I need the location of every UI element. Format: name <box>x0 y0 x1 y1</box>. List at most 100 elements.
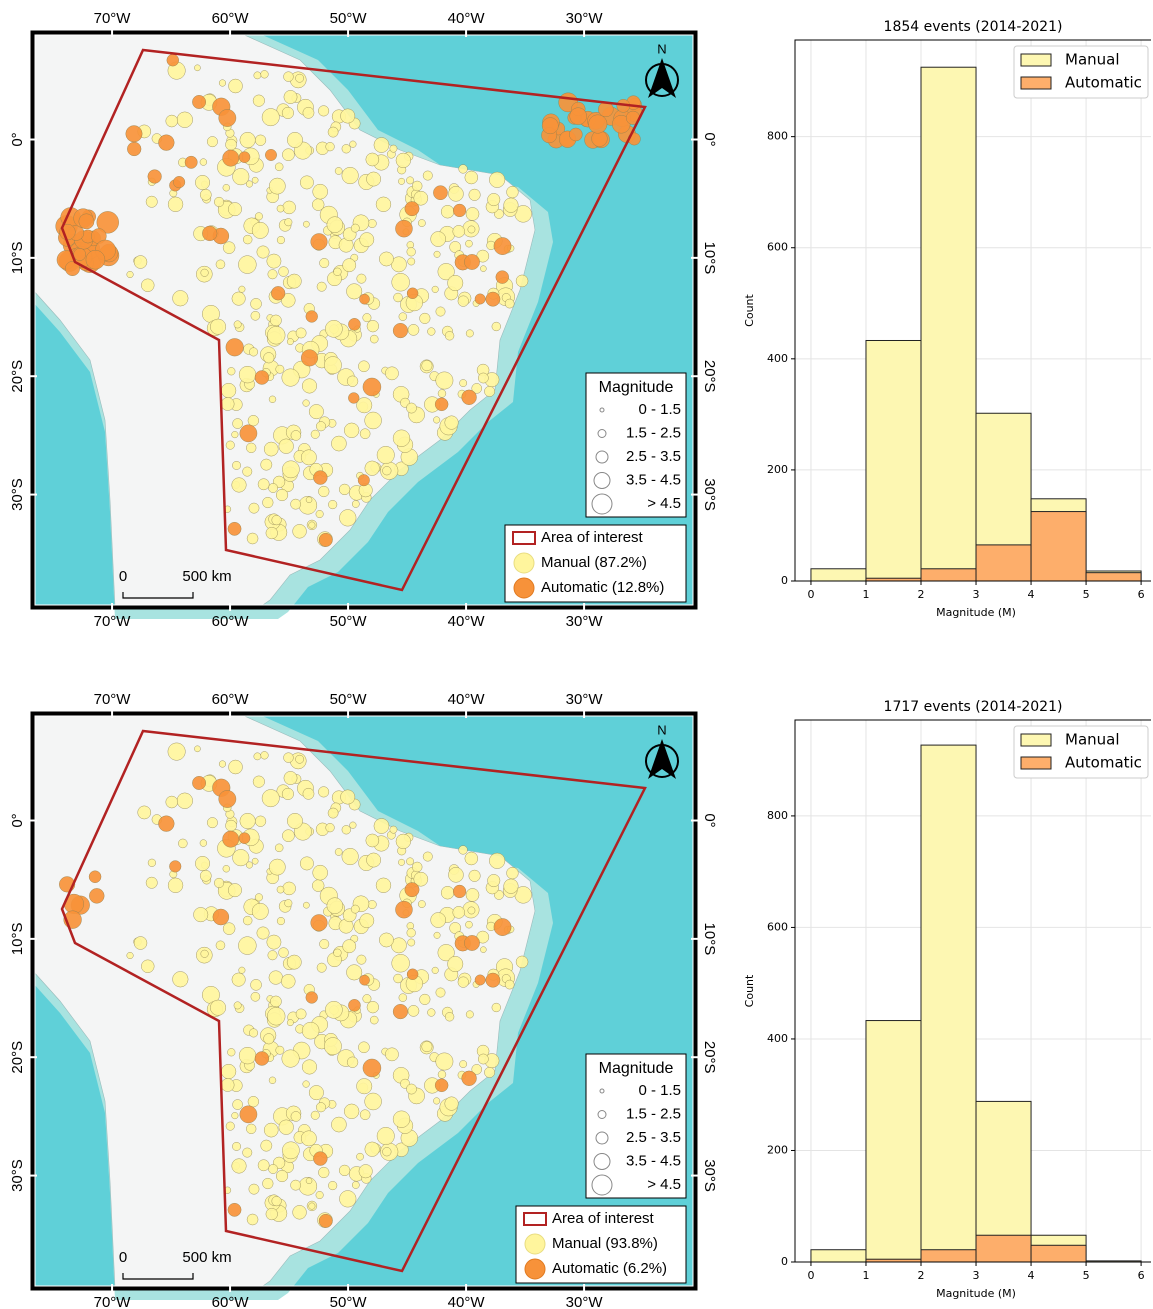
event-dot <box>137 805 152 820</box>
event-dot <box>465 239 473 248</box>
event-dot <box>228 759 243 775</box>
event-dot <box>340 108 356 124</box>
event-dot <box>158 815 175 832</box>
event-dot <box>413 190 429 206</box>
event-dot <box>184 155 198 169</box>
event-dot <box>220 1078 235 1092</box>
legend-swatch <box>1020 76 1052 90</box>
event-dot <box>266 934 282 950</box>
event-dot <box>252 775 265 788</box>
event-dot <box>395 900 413 919</box>
event-dot <box>260 751 269 760</box>
legend-swatch <box>513 577 535 599</box>
legend-size-marker <box>599 407 605 413</box>
event-dot <box>352 1181 360 1189</box>
event-dot <box>295 754 304 764</box>
event-dot <box>301 378 317 394</box>
event-dot <box>251 857 259 865</box>
x-tick-label: 6 <box>1138 588 1145 601</box>
event-dot <box>346 283 363 300</box>
event-dot <box>407 1005 420 1017</box>
event-dot <box>427 327 436 336</box>
event-dot <box>290 498 301 510</box>
event-dot <box>238 151 251 163</box>
event-dot <box>569 107 587 125</box>
event-dot <box>270 314 282 327</box>
event-dot <box>310 1110 320 1120</box>
event-dot <box>194 745 201 753</box>
event-dot <box>218 79 226 87</box>
event-dot <box>541 117 559 135</box>
legend-size-marker <box>597 429 607 438</box>
event-dot <box>96 211 119 234</box>
event-dot <box>398 177 405 185</box>
event-dot <box>437 1070 447 1079</box>
event-dot <box>362 377 382 397</box>
event-dot <box>249 347 259 357</box>
x-tick-label: 70°W <box>94 10 132 27</box>
event-dot <box>268 970 283 985</box>
event-dot <box>318 786 330 798</box>
event-dot <box>342 258 357 273</box>
event-dot <box>341 144 351 154</box>
event-dot <box>221 383 237 399</box>
event-dot <box>389 825 398 834</box>
event-dot <box>282 200 296 215</box>
event-dot <box>263 352 275 364</box>
x-tick-label: 3 <box>973 1269 980 1282</box>
event-dot <box>286 273 302 289</box>
event-dot <box>359 974 370 986</box>
event-dot <box>382 1147 392 1157</box>
event-dot <box>231 477 247 493</box>
event-dot <box>356 1078 373 1095</box>
event-dot <box>342 939 357 954</box>
event-dot <box>126 952 134 959</box>
event-dot <box>225 440 235 450</box>
x-tick-label: 30°W <box>566 613 604 630</box>
map-frame <box>30 711 698 1291</box>
scale-bar <box>122 1273 194 1280</box>
event-dot <box>346 964 363 981</box>
event-dot <box>339 509 357 527</box>
event-dot <box>299 856 314 871</box>
event-dot <box>231 291 246 306</box>
event-dot <box>267 950 278 961</box>
area-of-interest <box>60 729 647 1273</box>
event-dot <box>239 132 256 149</box>
event-dot <box>364 1092 382 1111</box>
event-dot <box>225 819 237 832</box>
area-of-interest <box>60 48 647 592</box>
y-tick-label: 10°S <box>701 242 718 275</box>
event-dot <box>250 992 261 1002</box>
event-dot <box>222 149 240 167</box>
map-frame-inner <box>34 715 694 1287</box>
x-tick-label: 2 <box>918 588 925 601</box>
event-dot <box>239 1105 258 1124</box>
event-dot <box>346 1056 359 1068</box>
event-dot <box>325 142 335 152</box>
event-dot <box>305 1177 313 1185</box>
event-dot <box>318 1166 330 1179</box>
event-dot <box>331 435 347 452</box>
event-dot <box>302 787 315 800</box>
event-dot <box>276 885 285 894</box>
event-dot <box>406 928 416 938</box>
event-dot <box>435 306 446 317</box>
x-tick-label: 30°W <box>566 1294 604 1309</box>
histogram-bar <box>1030 511 1087 582</box>
event-dot <box>350 904 360 914</box>
x-tick-label: 6 <box>1138 1269 1145 1282</box>
event-dot <box>225 338 244 357</box>
legend-size-marker <box>593 1153 611 1170</box>
event-dot <box>419 312 431 324</box>
event-dot <box>362 994 372 1004</box>
x-tick-label: 1 <box>862 1269 869 1282</box>
event-dot <box>301 1130 317 1147</box>
legend-size-marker <box>595 450 609 464</box>
event-dot <box>346 375 359 387</box>
event-dot <box>407 257 416 266</box>
event-dot <box>239 813 256 830</box>
event-dot <box>465 329 474 338</box>
event-dot <box>265 149 277 161</box>
x-tick-label: 0 <box>807 588 814 601</box>
